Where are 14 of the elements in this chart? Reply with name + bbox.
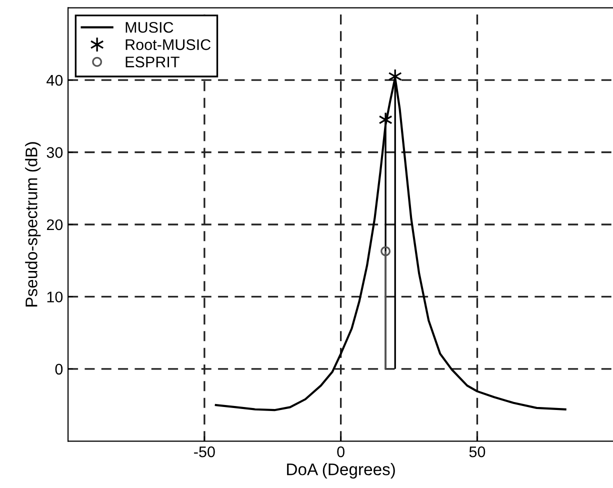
legend-label: MUSIC [126, 22, 174, 33]
y-tick-label: 40 [46, 74, 63, 86]
y-tick-label: 10 [47, 292, 63, 302]
legend-label: Root-MUSIC [126, 39, 211, 50]
y-axis-title: Pseudo-spectrum (dB) [25, 142, 41, 306]
x-tick-label: -50 [194, 446, 215, 458]
legend-label: ESPRIT [126, 56, 180, 68]
x-axis-title: DoA (Degrees) [287, 463, 395, 479]
y-tick-label: 30 [46, 147, 63, 158]
y-tick-label: 20 [46, 219, 63, 230]
x-tick-label: 50 [469, 446, 486, 458]
x-tick-label: 0 [337, 446, 344, 458]
y-tick-label: 0 [55, 364, 63, 375]
point [380, 246, 391, 256]
